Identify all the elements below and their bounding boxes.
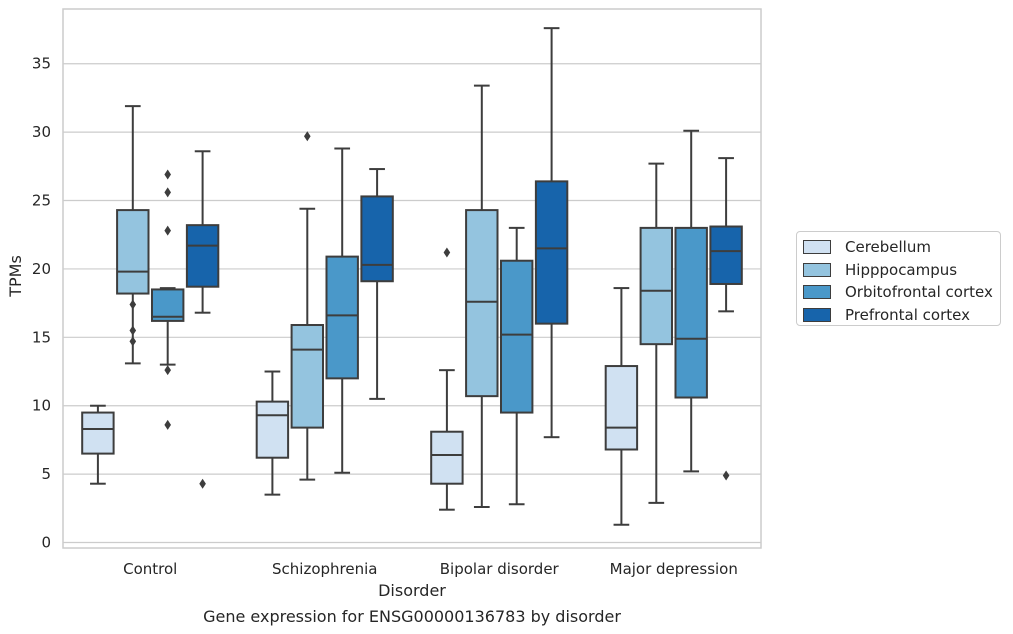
outlier-point: [164, 187, 171, 198]
x-tick-label: Major depression: [610, 560, 738, 578]
box-cerebellum: [430, 247, 464, 511]
legend-item: Orbitofrontal cortex: [803, 281, 994, 304]
legend-swatch: [803, 285, 831, 300]
outlier-point: [164, 419, 171, 430]
y-tick-label: 15: [32, 328, 51, 346]
legend-label: Orbitofrontal cortex: [845, 283, 993, 302]
outlier-point: [722, 470, 730, 481]
box-iqr: [639, 226, 674, 346]
boxes: [81, 27, 743, 526]
legend-swatch: [803, 262, 831, 277]
outlier-point: [129, 325, 137, 336]
outlier-point: [199, 478, 206, 489]
outlier-point: [164, 169, 171, 180]
outlier-point: [164, 365, 171, 376]
box-iqr: [290, 324, 325, 429]
x-tick-label: Bipolar disorder: [440, 560, 560, 578]
box-hipppocampus: [290, 131, 325, 481]
legend-label: Prefrontal cortex: [845, 305, 970, 324]
x-axis-label: Disorder: [378, 581, 446, 600]
gridlines: [63, 63, 761, 544]
box-orbitofrontal-cortex: [674, 129, 708, 473]
legend: Cerebellum Hipppocampus Orbitofrontal cort…: [796, 231, 1001, 326]
box-iqr: [534, 180, 569, 325]
chart-title: Gene expression for ENSG00000136783 by d…: [203, 607, 621, 626]
legend-label: Cerebellum: [845, 238, 931, 257]
box-iqr: [430, 430, 464, 485]
y-tick-label: 10: [32, 397, 51, 415]
y-tick-label: 20: [32, 260, 51, 278]
y-tick-label: 30: [32, 123, 51, 141]
box-hipppocampus: [639, 162, 674, 504]
outlier-point: [129, 299, 137, 310]
x-tick-labels: Control Schizophrenia Bipolar disorder Majo…: [123, 560, 738, 578]
box-cerebellum: [604, 287, 639, 526]
outlier-point: [443, 247, 451, 258]
box-prefrontal-cortex: [534, 27, 569, 439]
box-iqr: [465, 209, 499, 398]
box-iqr: [150, 288, 185, 322]
box-orbitofrontal-cortex: [325, 147, 359, 474]
box-cerebellum: [81, 404, 115, 485]
box-orbitofrontal-cortex: [499, 226, 534, 506]
box-cerebellum: [255, 370, 290, 496]
box-iqr: [185, 224, 220, 288]
box-iqr: [499, 259, 534, 414]
legend-item: Cerebellum: [803, 236, 994, 259]
box-hipppocampus: [465, 84, 499, 508]
y-tick-label: 25: [32, 192, 51, 210]
box-prefrontal-cortex: [360, 168, 394, 400]
box-iqr: [116, 209, 150, 295]
y-tick-labels: 0 5 10 15 20 25 30 35: [32, 55, 51, 552]
y-tick-label: 35: [32, 55, 51, 73]
box-iqr: [81, 411, 115, 455]
box-iqr: [255, 400, 290, 459]
outlier-point: [164, 225, 171, 236]
outlier-point: [304, 131, 311, 142]
box-iqr: [674, 226, 708, 399]
legend-swatch: [803, 307, 831, 322]
legend-label: Hipppocampus: [845, 260, 958, 279]
x-tick-label: Schizophrenia: [272, 560, 377, 578]
legend-item: Prefrontal cortex: [803, 304, 994, 327]
box-iqr: [709, 225, 743, 285]
box-prefrontal-cortex: [185, 150, 220, 489]
y-tick-label: 0: [41, 534, 51, 552]
plot-area-frame: [62, 8, 762, 549]
box-prefrontal-cortex: [709, 157, 743, 481]
box-hipppocampus: [116, 105, 150, 365]
box-iqr: [604, 365, 639, 451]
legend-item: Hipppocampus: [803, 259, 994, 282]
y-axis-label: TPMs: [6, 255, 25, 298]
outlier-point: [129, 336, 137, 347]
box-iqr: [325, 255, 359, 380]
x-tick-label: Control: [123, 560, 177, 578]
box-iqr: [360, 195, 394, 283]
box-orbitofrontal-cortex: [150, 169, 185, 430]
y-tick-label: 5: [41, 465, 51, 483]
legend-swatch: [803, 240, 831, 255]
